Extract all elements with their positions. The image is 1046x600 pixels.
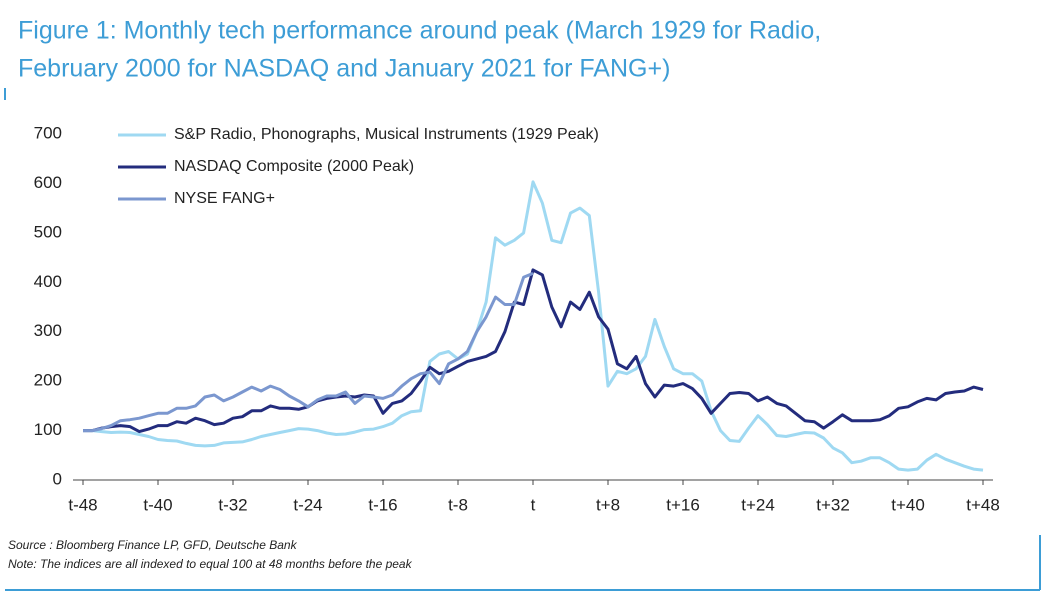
y-tick-label: 600 [34,173,62,192]
source: Source : Bloomberg Finance LP, GFD, Deut… [8,538,298,552]
y-tick-label: 700 [34,123,62,142]
y-tick-label: 400 [34,272,62,291]
chart-title: February 2000 for NASDAQ and January 202… [18,55,670,83]
y-tick-label: 200 [34,371,62,390]
y-tick-label: 300 [34,321,62,340]
x-tick-label: t-16 [368,495,397,514]
x-tick-label: t-8 [448,495,468,514]
x-tick-label: t+24 [741,495,775,514]
note: Note: The indices are all indexed to equ… [8,557,413,571]
legend-label: NASDAQ Composite (2000 Peak) [174,158,414,175]
y-tick-label: 0 [53,469,62,488]
series-line [83,268,984,434]
x-tick-label: t+16 [666,495,700,514]
legend-label: S&P Radio, Phonographs, Musical Instrume… [174,126,599,143]
series-line [83,180,984,472]
x-tick-label: t-48 [68,495,97,514]
series-line [83,272,534,433]
chart-title: Figure 1: Monthly tech performance aroun… [18,17,821,45]
y-tick-label: 100 [34,420,62,439]
x-tick-label: t+48 [966,495,1000,514]
x-tick-label: t+32 [816,495,850,514]
x-tick-label: t-32 [218,495,247,514]
x-tick-label: t-40 [143,495,172,514]
x-tick-label: t+40 [891,495,925,514]
y-tick-label: 500 [34,222,62,241]
x-tick-label: t [531,495,536,514]
x-tick-label: t+8 [596,495,620,514]
x-tick-label: t-24 [293,495,322,514]
legend-label: NYSE FANG+ [174,190,275,207]
